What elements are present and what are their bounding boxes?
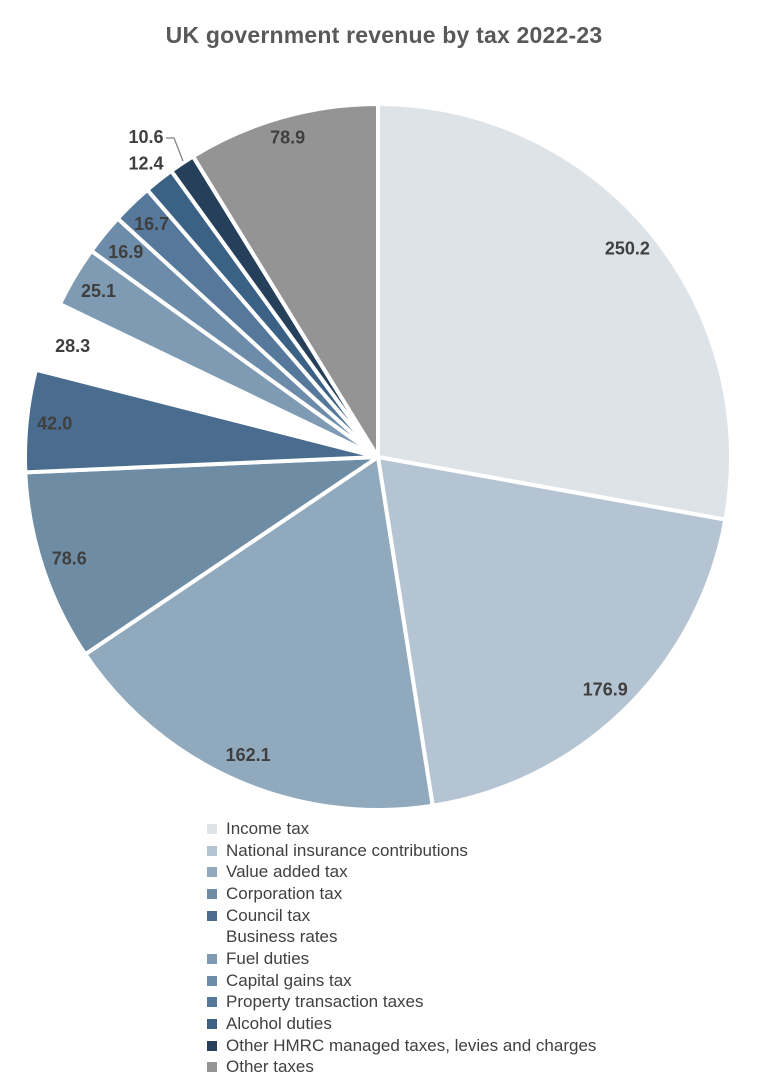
legend-label: Alcohol duties <box>226 1014 332 1034</box>
leader-line-other-hmrc-managed-taxes-levies-and-charges <box>166 137 184 162</box>
pie-slice-national-insurance-contributions <box>376 455 728 808</box>
legend: Income tax National insurance contributio… <box>207 818 596 1078</box>
data-label-income-tax: 250.2 <box>605 239 650 259</box>
data-label-corporation-tax: 78.6 <box>52 549 87 569</box>
data-label-alcohol-duties: 12.4 <box>128 154 163 174</box>
legend-label: Other taxes <box>226 1057 314 1077</box>
pie-slice-income-tax <box>376 102 733 522</box>
legend-swatch-other-hmrc-managed-taxes-levies-and-charges <box>207 1040 217 1051</box>
chart-title: UK government revenue by tax 2022-23 <box>165 22 603 48</box>
pie-slice-corporation-tax <box>23 455 380 657</box>
legend-swatch-council-tax <box>207 910 217 921</box>
legend-item-value-added-tax: Value added tax <box>207 861 596 883</box>
legend-label: Property transaction taxes <box>226 992 424 1012</box>
legend-swatch-fuel-duties <box>207 953 217 964</box>
data-label-other-hmrc-managed-taxes-levies-and-charges: 10.6 <box>128 127 163 147</box>
legend-label: Council tax <box>226 905 311 925</box>
legend-swatch-property-transaction-taxes <box>207 997 217 1008</box>
legend-item-other-hmrc-managed-taxes-levies-and-charges: Other HMRC managed taxes, levies and cha… <box>207 1035 596 1057</box>
legend-item-alcohol-duties: Alcohol duties <box>207 1013 596 1035</box>
legend-label: Fuel duties <box>226 948 310 968</box>
legend-label: Corporation tax <box>226 883 343 903</box>
legend-item-council-tax: Council tax <box>207 905 596 927</box>
legend-item-capital-gains-tax: Capital gains tax <box>207 970 596 992</box>
data-label-council-tax: 42.0 <box>37 414 72 434</box>
data-label-capital-gains-tax: 16.9 <box>108 242 143 262</box>
legend-label: National insurance contributions <box>226 840 468 860</box>
pie-slices-group <box>22 102 733 812</box>
legend-swatch-corporation-tax <box>207 888 217 899</box>
data-label-fuel-duties: 25.1 <box>81 281 116 301</box>
legend-item-property-transaction-taxes: Property transaction taxes <box>207 992 596 1014</box>
pie-slice-value-added-tax <box>83 455 435 812</box>
legend-item-corporation-tax: Corporation tax <box>207 883 596 905</box>
legend-swatch-alcohol-duties <box>207 1019 217 1030</box>
legend-swatch-capital-gains-tax <box>207 975 217 986</box>
data-label-business-rates: 28.3 <box>55 336 90 356</box>
legend-swatch-business-rates <box>207 932 217 943</box>
pie-data-labels-group: 250.2 176.9 162.1 78.6 42.0 28.3 25.1 16.9 16.7 1… <box>37 127 650 765</box>
pie-slice-other-taxes <box>191 102 380 459</box>
legend-item-other-taxes: Other taxes <box>207 1057 596 1079</box>
legend-item-national-insurance-contributions: National insurance contributions <box>207 840 596 862</box>
data-label-other-taxes: 78.9 <box>270 128 305 148</box>
legend-label: Income tax <box>226 818 310 838</box>
legend-item-fuel-duties: Fuel duties <box>207 948 596 970</box>
legend-label: Capital gains tax <box>226 970 352 990</box>
data-label-national-insurance-contributions: 176.9 <box>583 679 628 699</box>
legend-swatch-value-added-tax <box>207 867 217 878</box>
legend-swatch-income-tax <box>207 823 217 834</box>
data-label-value-added-tax: 162.1 <box>226 745 271 765</box>
legend-swatch-national-insurance-contributions <box>207 845 217 856</box>
legend-swatch-other-taxes <box>207 1062 217 1073</box>
legend-item-business-rates: Business rates <box>207 926 596 948</box>
legend-label: Other HMRC managed taxes, levies and cha… <box>226 1035 597 1055</box>
legend-label: Business rates <box>226 927 338 947</box>
data-label-property-transaction-taxes: 16.7 <box>134 214 169 234</box>
legend-item-income-tax: Income tax <box>207 818 596 840</box>
legend-label: Value added tax <box>226 862 348 882</box>
